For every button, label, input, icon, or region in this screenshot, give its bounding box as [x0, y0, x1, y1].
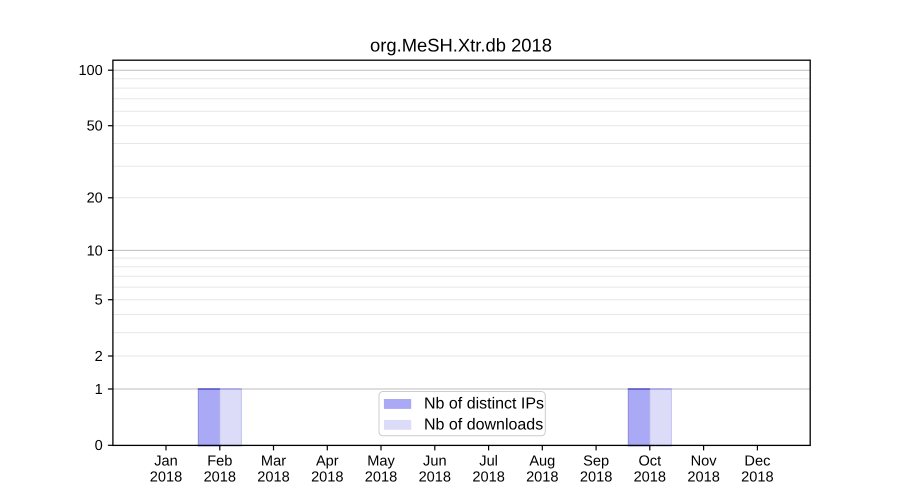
svg-text:2018: 2018: [419, 470, 451, 486]
svg-text:2018: 2018: [526, 470, 558, 486]
svg-text:May: May: [367, 454, 395, 470]
svg-text:Nb of downloads: Nb of downloads: [424, 417, 543, 434]
svg-text:100: 100: [78, 63, 102, 79]
svg-text:Aug: Aug: [529, 454, 555, 470]
svg-text:2018: 2018: [150, 470, 182, 486]
svg-text:2018: 2018: [634, 470, 666, 486]
svg-text:2018: 2018: [204, 470, 236, 486]
svg-text:2018: 2018: [687, 470, 719, 486]
svg-text:5: 5: [95, 293, 103, 309]
svg-text:2018: 2018: [472, 470, 504, 486]
svg-text:Apr: Apr: [316, 454, 339, 470]
svg-text:Dec: Dec: [744, 454, 770, 470]
svg-text:2018: 2018: [741, 470, 773, 486]
svg-text:Jan: Jan: [154, 454, 178, 470]
svg-text:2018: 2018: [257, 470, 289, 486]
svg-text:1: 1: [95, 382, 103, 398]
svg-text:Jul: Jul: [479, 454, 498, 470]
svg-text:2018: 2018: [311, 470, 343, 486]
svg-text:2: 2: [95, 349, 103, 365]
svg-text:Mar: Mar: [261, 454, 286, 470]
svg-text:Nov: Nov: [691, 454, 718, 470]
svg-text:2018: 2018: [580, 470, 612, 486]
svg-text:2018: 2018: [365, 470, 397, 486]
svg-text:Nb of distinct IPs: Nb of distinct IPs: [424, 396, 544, 413]
svg-text:50: 50: [87, 119, 103, 135]
svg-text:Feb: Feb: [207, 454, 232, 470]
svg-text:10: 10: [87, 243, 103, 259]
svg-text:Oct: Oct: [638, 454, 661, 470]
svg-text:Jun: Jun: [423, 454, 447, 470]
svg-text:Sep: Sep: [583, 454, 609, 470]
svg-text:20: 20: [87, 191, 103, 207]
svg-text:org.MeSH.Xtr.db 2018: org.MeSH.Xtr.db 2018: [370, 34, 552, 55]
svg-text:0: 0: [95, 438, 103, 454]
